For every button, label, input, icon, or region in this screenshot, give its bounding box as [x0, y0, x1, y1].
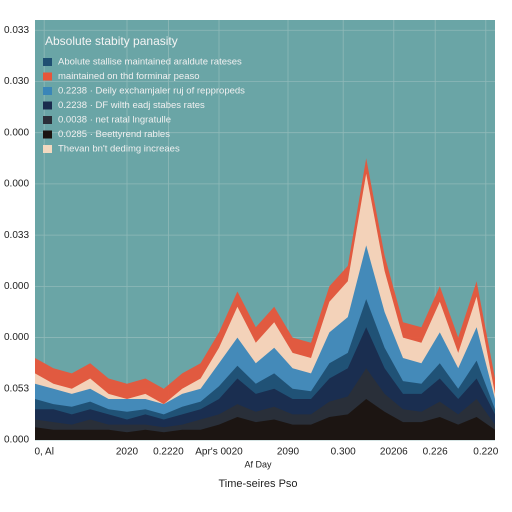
legend-label: maintained on thd forminar peaso — [58, 71, 200, 82]
y-tick-label: 0.033 — [4, 25, 29, 36]
legend-swatch — [43, 101, 52, 110]
x-tick-label: 0, Al — [34, 447, 53, 458]
legend-label: Abolute stallise maintained araldute rat… — [58, 57, 242, 68]
legend-label: 0.2238 · DF wilth eadj stabes rates — [58, 100, 205, 111]
y-tick-label: 0.000 — [4, 179, 29, 190]
y-tick-label: 0.033 — [4, 230, 29, 241]
y-tick-label: 0.000 — [4, 435, 29, 446]
y-tick-label: 0.053 — [4, 383, 29, 394]
legend-swatch — [43, 116, 52, 124]
legend-swatch — [43, 145, 52, 153]
x-tick-label: 2020 — [116, 447, 139, 458]
legend-label: 0.0285 · Beettyrend rables — [58, 129, 170, 140]
y-tick-label: 0.000 — [4, 127, 29, 138]
y-tick-label: 0.000 — [4, 281, 29, 292]
x-tick-label: 0.220 — [473, 447, 498, 458]
x-tick-label: 0.2220 — [153, 447, 184, 458]
legend: Abolute stallise maintained araldute rat… — [43, 57, 245, 155]
legend-swatch — [43, 58, 52, 66]
legend-swatch — [43, 130, 52, 139]
x-axis-title: Time-seires Pso — [218, 478, 297, 490]
y-tick-label: 0.000 — [4, 332, 29, 343]
x-tick-label: Apr's 0020 — [195, 447, 243, 458]
area — [35, 399, 495, 440]
chart-title: Absolute stabity panasity — [45, 34, 178, 48]
y-tick-label: 0.030 — [4, 76, 29, 87]
legend-label: Thevan bn't dedimg increaes — [58, 144, 180, 155]
x-tick-label: 2090 — [277, 447, 300, 458]
legend-swatch — [43, 72, 52, 81]
legend-label: 0.2238 · Deily exchamjaler ruj of reppro… — [58, 86, 245, 97]
legend-label: 0.0038 · net ratal lngratulle — [58, 115, 171, 126]
x-axis-label: Af Day — [244, 459, 272, 469]
areas — [35, 158, 495, 441]
x-tick-label: 0.226 — [423, 447, 448, 458]
legend-swatch — [43, 87, 52, 95]
x-tick-label: 20206 — [380, 447, 408, 458]
x-tick-label: 0.300 — [331, 447, 356, 458]
